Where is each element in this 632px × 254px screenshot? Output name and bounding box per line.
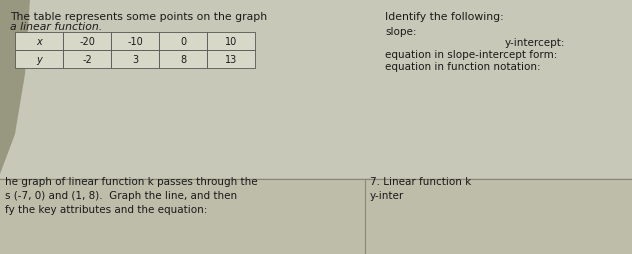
Bar bbox=[63, 51, 111, 69]
Text: Identify the following:: Identify the following: bbox=[385, 12, 504, 22]
Bar bbox=[207, 51, 255, 69]
Text: y-inter: y-inter bbox=[370, 190, 404, 200]
Text: slope:: slope: bbox=[385, 27, 416, 37]
Text: The table represents some points on the graph: The table represents some points on the … bbox=[10, 12, 267, 22]
Text: 10: 10 bbox=[225, 37, 237, 47]
Bar bbox=[111, 51, 159, 69]
Bar bbox=[159, 51, 207, 69]
Text: 3: 3 bbox=[132, 55, 138, 65]
Text: -10: -10 bbox=[127, 37, 143, 47]
Text: -20: -20 bbox=[79, 37, 95, 47]
Text: equation in slope-intercept form:: equation in slope-intercept form: bbox=[385, 50, 557, 60]
Polygon shape bbox=[380, 0, 632, 154]
Text: he graph of linear function k passes through the: he graph of linear function k passes thr… bbox=[5, 176, 258, 186]
Bar bbox=[15, 33, 63, 51]
Polygon shape bbox=[0, 0, 30, 174]
Bar bbox=[15, 51, 63, 69]
Text: equation in function notation:: equation in function notation: bbox=[385, 62, 540, 72]
Text: s (-7, 0) and (1, 8).  Graph the line, and then: s (-7, 0) and (1, 8). Graph the line, an… bbox=[5, 190, 237, 200]
Text: y-intercept:: y-intercept: bbox=[505, 38, 566, 48]
Text: y: y bbox=[36, 55, 42, 65]
Text: 8: 8 bbox=[180, 55, 186, 65]
Bar bbox=[207, 33, 255, 51]
Bar bbox=[0, 178, 632, 254]
Bar bbox=[159, 33, 207, 51]
Bar bbox=[0, 0, 632, 178]
Text: -2: -2 bbox=[82, 55, 92, 65]
Polygon shape bbox=[0, 0, 632, 154]
Bar bbox=[63, 33, 111, 51]
Polygon shape bbox=[0, 45, 632, 254]
Text: 0: 0 bbox=[180, 37, 186, 47]
Text: a linear function.: a linear function. bbox=[10, 22, 102, 32]
Text: 13: 13 bbox=[225, 55, 237, 65]
Bar bbox=[111, 33, 159, 51]
Text: 7. Linear function k: 7. Linear function k bbox=[370, 176, 471, 186]
Text: fy the key attributes and the equation:: fy the key attributes and the equation: bbox=[5, 204, 207, 214]
Text: x: x bbox=[36, 37, 42, 47]
